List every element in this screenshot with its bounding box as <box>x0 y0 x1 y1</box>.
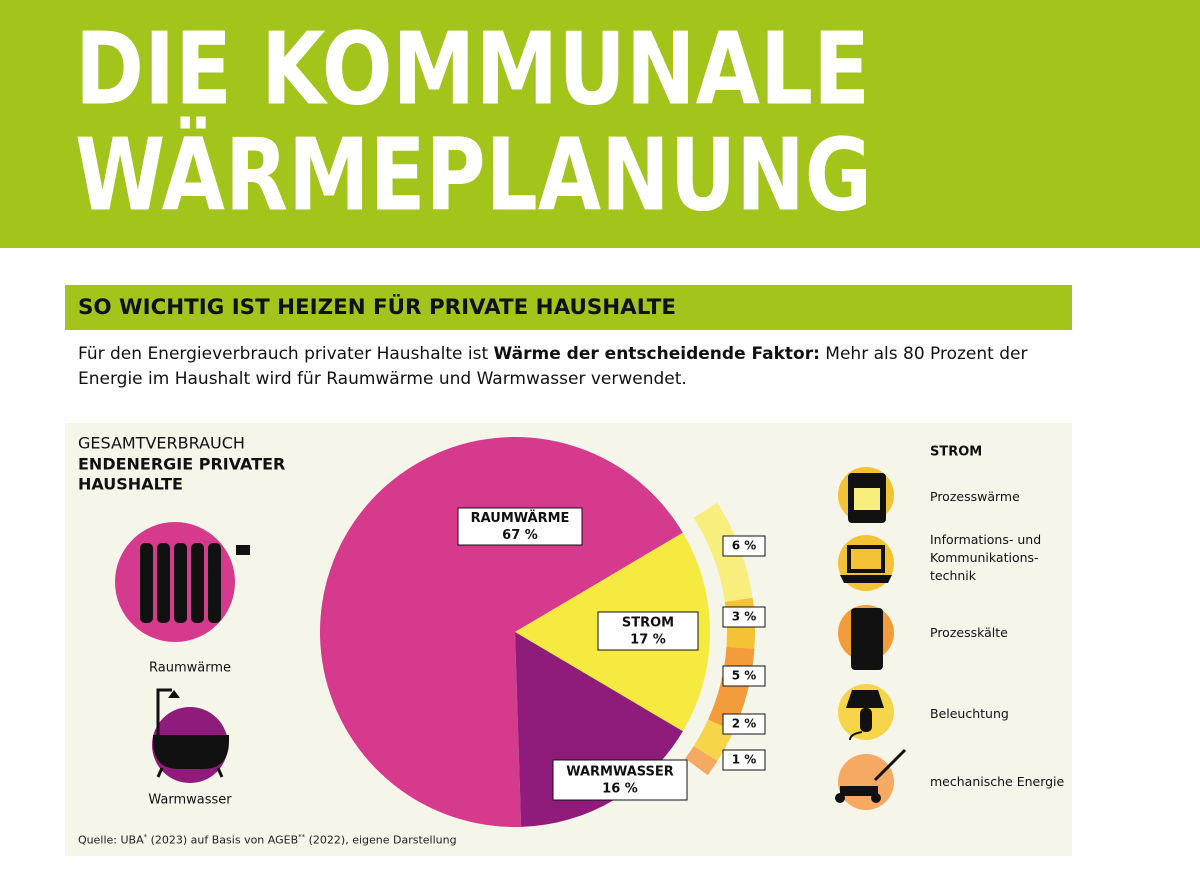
slice-value: 67 % <box>502 528 538 543</box>
value-label-box <box>722 713 766 735</box>
source-text: (2022), eigene Darstellung <box>305 833 457 847</box>
slice-value: 16 % <box>602 782 638 797</box>
header-title: DIE KOMMUNALE <box>75 10 870 127</box>
legend-title: STROM <box>930 445 982 460</box>
slice-label-box <box>552 759 688 801</box>
intro-text: Für den Energieverbrauch privater Hausha… <box>78 344 494 364</box>
chart-title: GESAMTVERBRAUCH <box>78 434 245 453</box>
source-text: Quelle: UBA <box>78 833 144 847</box>
icon-label: Raumwärme <box>149 661 231 676</box>
value-label: 3 % <box>732 610 757 624</box>
section-heading: SO WICHTIG IST HEIZEN FÜR PRIVATE HAUSHA… <box>78 294 676 319</box>
source-text: (2023) auf Basis von AGEB <box>147 833 299 847</box>
legend-icon <box>838 467 894 523</box>
intro: Für den Energieverbrauch privater Hausha… <box>78 342 1078 392</box>
intro-emphasis: Wärme der entscheidende Faktor: <box>493 344 820 364</box>
header-band <box>0 0 1200 248</box>
legend-icon <box>838 684 894 741</box>
value-label: 2 % <box>732 717 757 731</box>
legend-label: mechanische Energie <box>930 774 1065 789</box>
slice-label: STROM <box>622 616 674 631</box>
source: Quelle: UBA* (2023) auf Basis von AGEB**… <box>78 833 457 847</box>
intro-text: Mehr als 80 Prozent der Energie im Haush… <box>78 344 1028 389</box>
value-label: 6 % <box>732 539 757 553</box>
value-label: 1 % <box>732 753 757 767</box>
value-label-box <box>722 665 766 687</box>
value-label-box <box>722 535 766 557</box>
slice-label-box <box>597 611 699 651</box>
legend-icon <box>835 748 907 810</box>
legend-icon <box>838 535 894 591</box>
pie-slice <box>320 437 683 827</box>
legend-label: Informations- und Kommunikations­technik <box>930 532 1042 583</box>
legend-icon <box>838 605 894 670</box>
source-mark: ** <box>298 833 306 841</box>
chart-subtitle: HAUSHALTE <box>78 475 183 494</box>
radiator-icon <box>115 522 250 642</box>
slice-value: 17 % <box>630 633 666 648</box>
bath-icon <box>152 688 229 783</box>
chart-subtitle: ENDENERGIE PRIVATER <box>78 455 285 474</box>
slice-label-box <box>457 507 583 546</box>
legend-label: Prozesswärme <box>930 489 1020 504</box>
slice-label: RAUMWÄRME <box>471 510 570 526</box>
breakdown-segment <box>685 745 718 776</box>
slice-label: WARMWASSER <box>566 765 674 780</box>
legend-label: Prozesskälte <box>930 625 1008 640</box>
value-label-box <box>722 749 766 771</box>
section-band <box>65 285 1072 330</box>
source-mark: * <box>143 833 148 841</box>
legend-label: Beleuchtung <box>930 706 1009 721</box>
value-label: 5 % <box>732 669 757 683</box>
header-title: WÄRMEPLANUNG <box>75 116 872 233</box>
pie: 6 % 3 % 5 % 2 % 1 % RAUMWÄRME 67 % STROM 17 % WAR… <box>320 437 766 827</box>
value-label-box <box>722 606 766 628</box>
icon-label: Warmwasser <box>148 793 232 808</box>
